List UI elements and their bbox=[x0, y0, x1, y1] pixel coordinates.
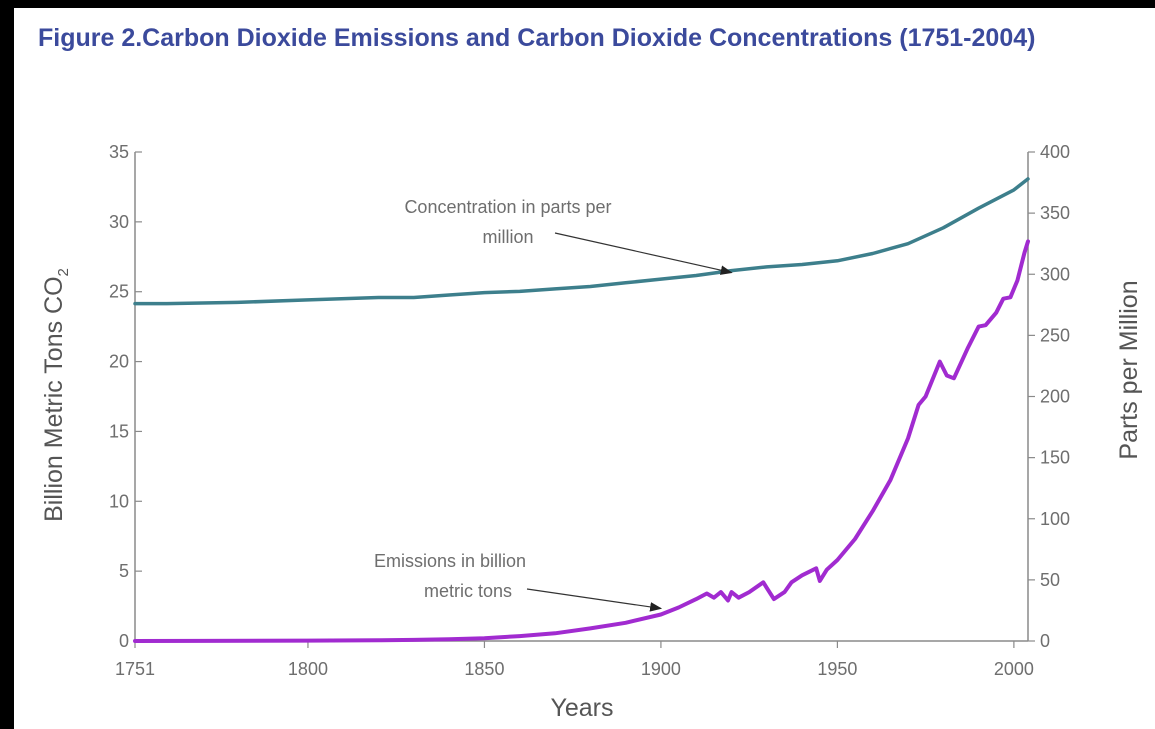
y-right-tick-label: 350 bbox=[1040, 203, 1070, 223]
y-left-tick-label: 5 bbox=[119, 561, 129, 581]
x-tick-label: 2000 bbox=[994, 659, 1034, 679]
chart-title: Figure 2.Carbon Dioxide Emissions and Ca… bbox=[38, 24, 1036, 52]
y-right-tick-label: 50 bbox=[1040, 570, 1060, 590]
annotation-arrow bbox=[554, 232, 733, 275]
x-tick-label: 1751 bbox=[115, 659, 155, 679]
annotation-text: metric tons bbox=[424, 581, 512, 601]
y-axis-left-title-subscript: 2 bbox=[55, 268, 72, 276]
y-right-tick-label: 200 bbox=[1040, 387, 1070, 407]
series-layer bbox=[133, 177, 1030, 643]
y-right-tick-label: 150 bbox=[1040, 448, 1070, 468]
chart-frame: Figure 2.Carbon Dioxide Emissions and Ca… bbox=[14, 8, 1155, 729]
y-left-tick-label: 15 bbox=[109, 421, 129, 441]
y-right-tick-label: 100 bbox=[1040, 509, 1070, 529]
series-line-emissions bbox=[133, 239, 1030, 643]
y-axis-left-title-text: Billion Metric Tons CO bbox=[40, 276, 68, 521]
x-tick-label: 1900 bbox=[641, 659, 681, 679]
y-right-tick-label: 0 bbox=[1040, 631, 1050, 651]
x-tick-label: 1950 bbox=[817, 659, 857, 679]
annotation-arrow bbox=[526, 588, 663, 612]
x-tick-label: 1850 bbox=[464, 659, 504, 679]
annotation-layer: Concentration in parts per million Emissio… bbox=[374, 197, 733, 612]
y-left-tick-label: 20 bbox=[109, 352, 129, 372]
chart-axes: 0510152025303505010015020025030035040017… bbox=[109, 142, 1070, 679]
y-right-tick-label: 300 bbox=[1040, 264, 1070, 284]
y-right-tick-label: 250 bbox=[1040, 325, 1070, 345]
y-left-tick-label: 30 bbox=[109, 212, 129, 232]
series-line-concentration bbox=[133, 177, 1030, 306]
y-left-tick-label: 35 bbox=[109, 142, 129, 162]
x-tick-label: 1800 bbox=[288, 659, 328, 679]
y-right-tick-label: 400 bbox=[1040, 142, 1070, 162]
y-axis-left-title: Billion Metric Tons CO2 bbox=[40, 268, 72, 522]
x-axis-title: Years bbox=[550, 694, 613, 722]
y-axis-right-title: Parts per Million bbox=[1115, 280, 1143, 459]
annotation-text: Concentration in parts per bbox=[404, 197, 611, 217]
y-left-tick-label: 25 bbox=[109, 282, 129, 302]
y-left-tick-label: 0 bbox=[119, 631, 129, 651]
annotation-text: million bbox=[482, 227, 533, 247]
annotation-text: Emissions in billion bbox=[374, 551, 526, 571]
y-left-tick-label: 10 bbox=[109, 491, 129, 511]
